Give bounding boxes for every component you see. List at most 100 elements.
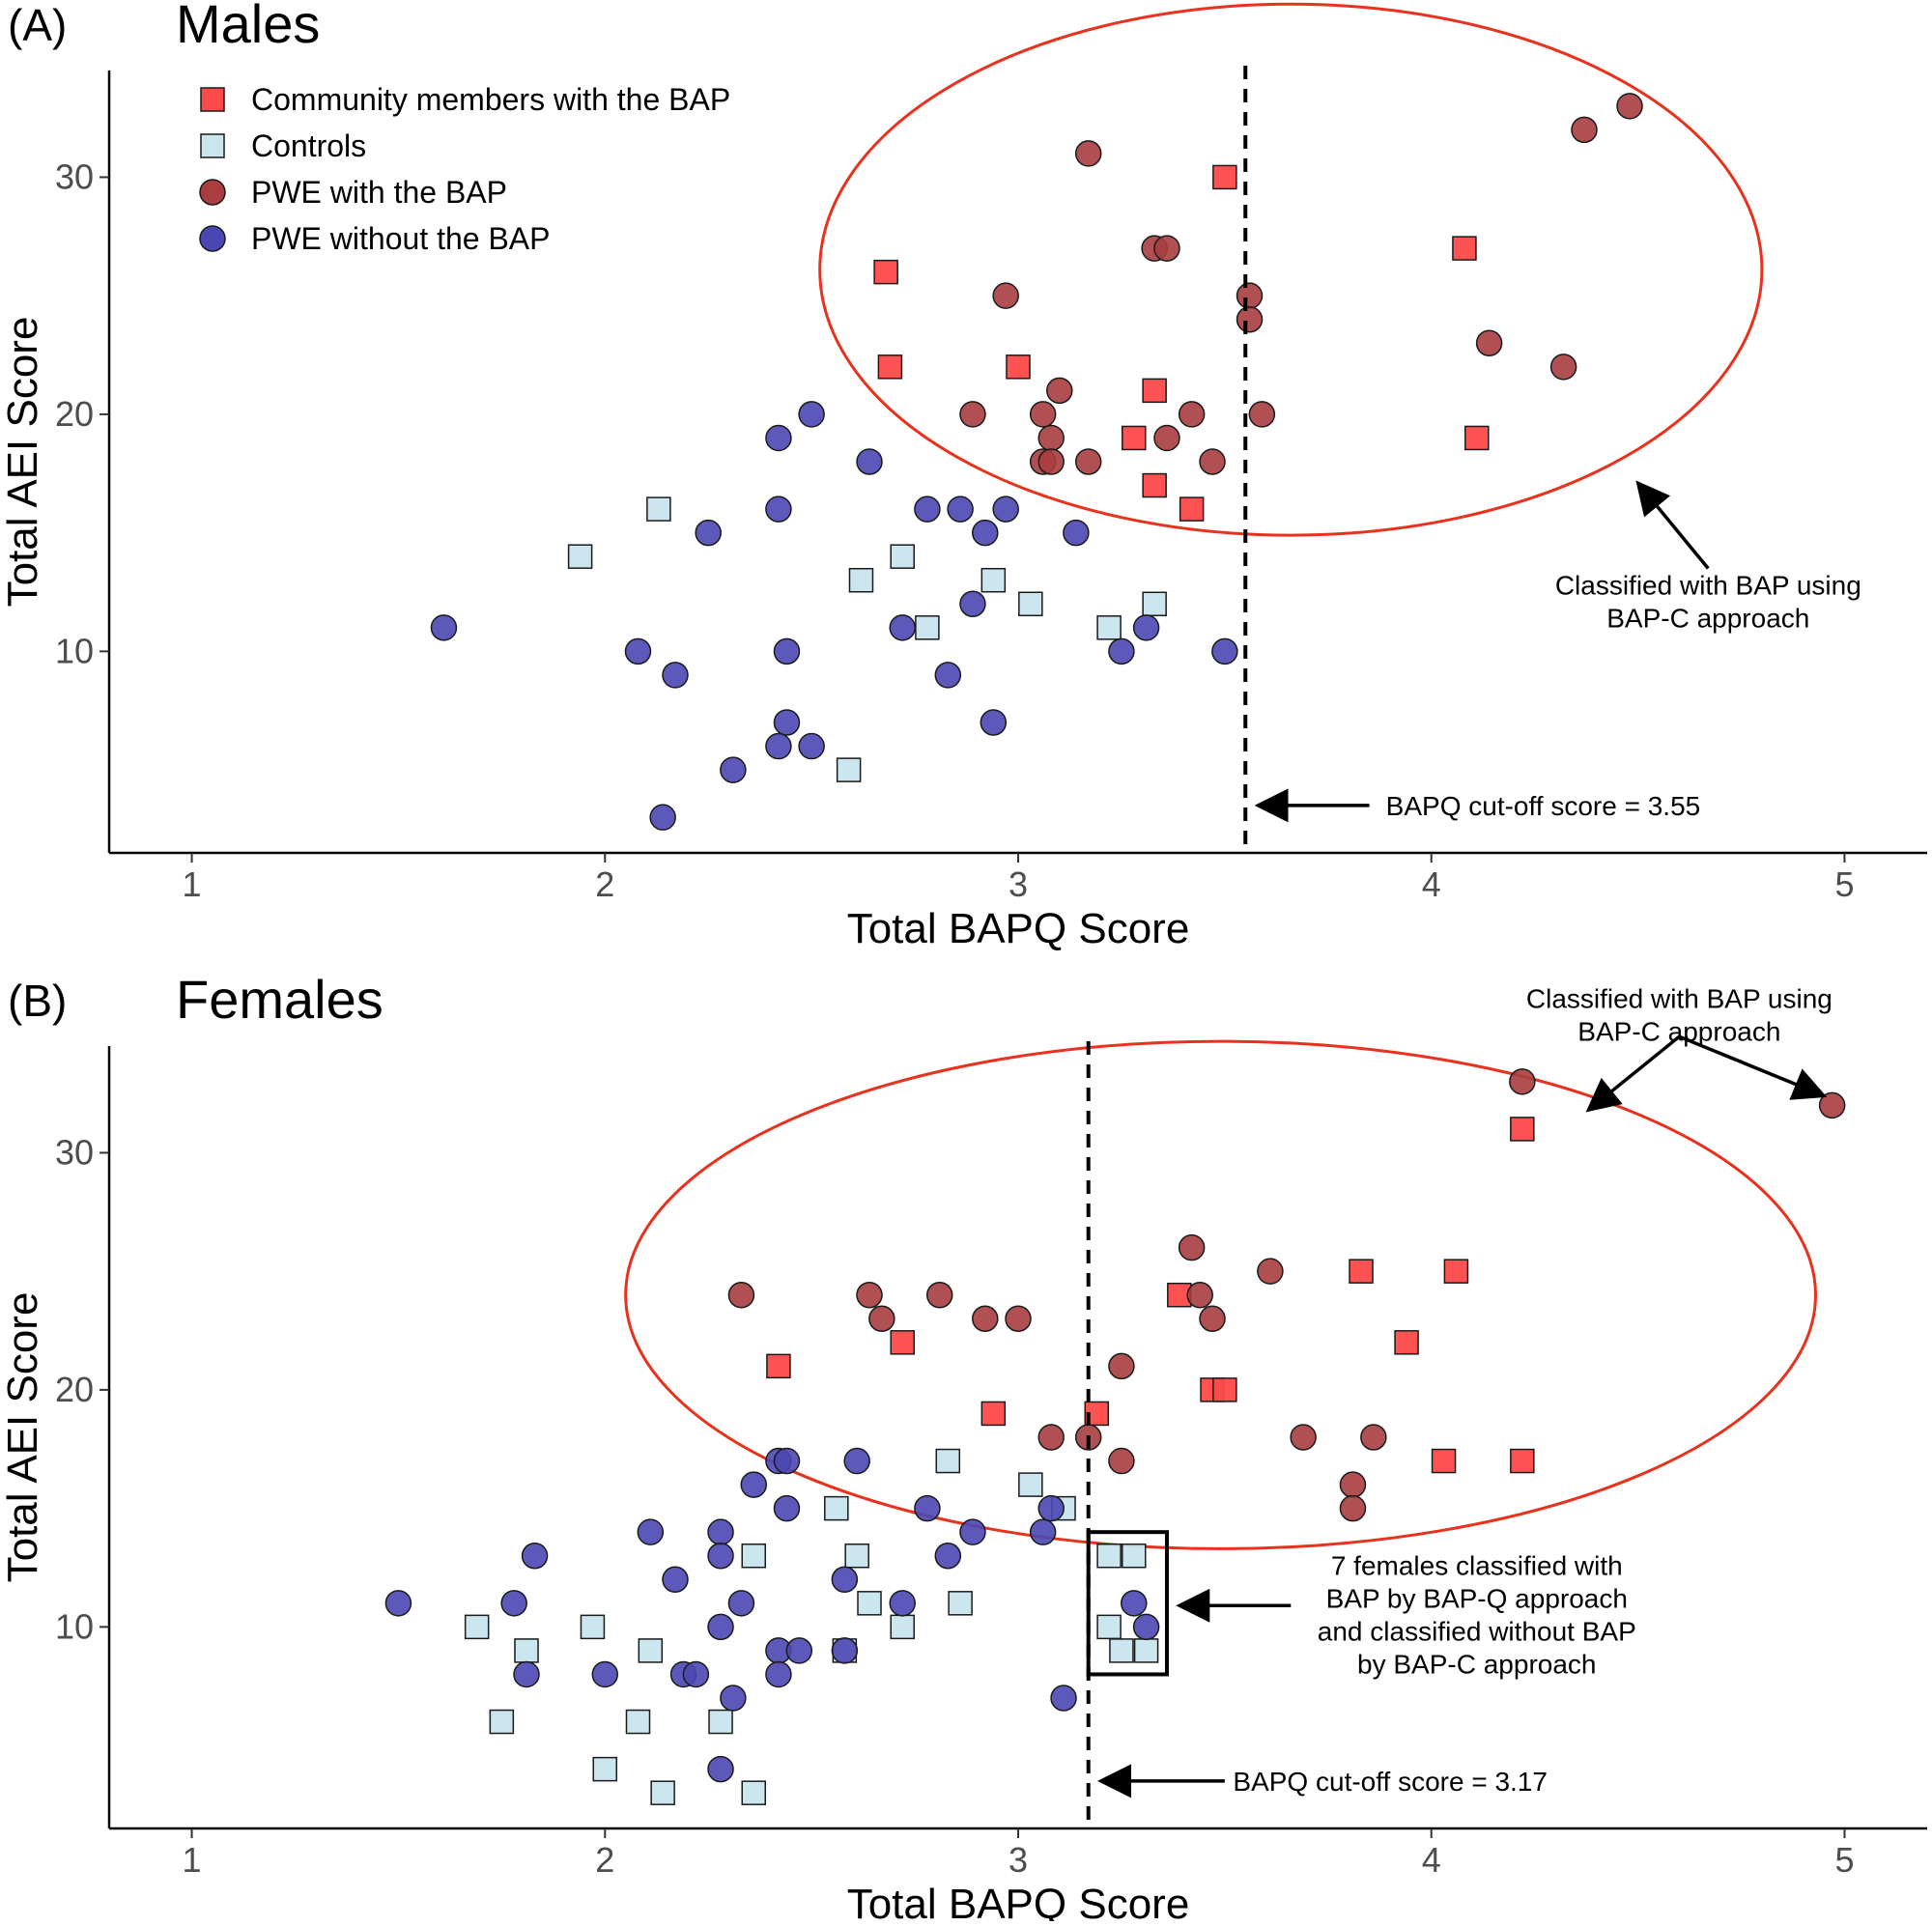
data-point-circle [1153,235,1180,262]
y-tick-label: 10 [55,631,94,670]
y-axis-title: Total AEI Score [0,1292,46,1583]
data-point-square [1142,472,1167,498]
annotation-text: BAPQ cut-off score = 3.17 [1233,1767,1548,1797]
data-point-circle [1037,448,1065,475]
annotation-text: BAPQ cut-off score = 3.55 [1386,791,1701,821]
data-point-circle [1132,614,1160,641]
data-point-circle [765,496,792,523]
panel-males: (A) Males 1 2 3 4 5 10 20 30 Total BAPQ Score Total… [0,0,1927,952]
x-tick-label: 3 [1009,1840,1028,1880]
data-point-circle [1178,401,1206,428]
x-axis-title: Total BAPQ Score [847,905,1190,952]
data-point-circle [727,1281,755,1309]
data-point-circle [831,1637,859,1664]
data-point-circle [1360,1424,1387,1451]
data-point-square [1510,1117,1535,1142]
data-point-square [1212,1377,1237,1402]
data-point-circle [591,1660,619,1688]
data-point-circle [1509,1068,1536,1095]
data-point-circle [1616,93,1643,120]
data-point-square [489,1709,515,1735]
data-point-square [890,1614,915,1640]
data-point-square [980,567,1007,593]
data-point-square [1394,1330,1419,1355]
data-point-circle [624,637,652,666]
annotation-text: by BAP-C approach [1357,1649,1596,1679]
data-point-circle [1236,282,1264,309]
data-point-circle [1037,424,1065,452]
x-tick-label: 3 [1009,864,1028,904]
data-point-circle [1199,1305,1226,1333]
data-point-circle [1199,448,1226,475]
data-point-square [915,615,940,640]
legend-label: PWE with the BAP [251,175,507,210]
data-point-circle [765,732,792,760]
data-point-circle [1257,1258,1284,1285]
data-point-square [514,1638,539,1663]
data-point-circle [1248,401,1276,428]
data-point-square [948,1591,973,1616]
legend: Community members with the BAP Controls PW… [199,82,730,256]
annotation-arrow [1635,480,1710,570]
annotation-text: Classified with BAP using [1555,570,1861,600]
data-point-square [1109,1638,1134,1663]
annotation-arrow [1678,1034,1828,1100]
data-point-square [567,544,593,569]
data-point-circle [1339,1494,1367,1522]
data-point-circle [695,519,722,547]
data-point-circle [959,1518,986,1545]
data-point-square [464,1614,490,1640]
data-point-circle [1339,1471,1367,1498]
data-point-circle [972,1305,999,1333]
data-point-circle [1236,305,1264,333]
data-point-square [890,1330,915,1355]
legend-swatch-square [200,87,225,112]
data-point-circle [1108,637,1135,666]
data-point-circle [500,1590,527,1617]
data-point-square [646,496,671,522]
data-point-square [741,1780,767,1805]
data-point-circle [1290,1424,1317,1451]
annotation-text: BAP-C approach [1577,1017,1780,1047]
data-point-circle [637,1518,665,1545]
data-point-circle [798,401,825,428]
data-point-circle [773,1447,801,1475]
data-point-square [1018,1472,1043,1497]
data-point-circle [765,424,792,452]
data-point-circle [831,1566,859,1594]
data-point-circle [1549,354,1577,381]
data-point-square [848,567,874,593]
annotation-text: BAP-C approach [1606,603,1809,633]
data-point-square [824,1495,849,1521]
data-point-circle [707,1755,734,1783]
data-point-square [1096,1614,1122,1640]
data-point-circle [740,1471,768,1498]
data-point-square [766,1353,791,1379]
data-point-square [1133,1638,1159,1663]
data-point-square [1142,378,1167,404]
y-tick-label: 10 [55,1606,94,1646]
data-point-square [1018,591,1043,617]
data-point-square [1510,1448,1535,1474]
data-point-circle [1571,116,1598,144]
x-tick-label: 4 [1422,864,1441,904]
data-point-circle [662,662,689,689]
y-tick-label: 20 [55,1370,94,1409]
data-point-circle [384,1590,412,1617]
data-point-square [935,1448,961,1474]
data-point-square [1096,615,1122,640]
legend-swatch-square [200,133,225,158]
data-point-circle [959,401,986,428]
data-point-square [1179,496,1205,522]
bap-c-ellipse [624,1039,1818,1550]
legend-label: PWE without the BAP [251,221,550,256]
data-point-square [1464,425,1490,451]
annotation-text: 7 females classified with [1331,1550,1623,1580]
data-point-square [592,1756,618,1782]
legend-label: Controls [251,128,366,163]
data-point-circle [649,804,676,831]
data-point-circle [662,1566,689,1594]
data-point-square [1142,591,1167,617]
panel-tag: (A) [8,0,67,50]
